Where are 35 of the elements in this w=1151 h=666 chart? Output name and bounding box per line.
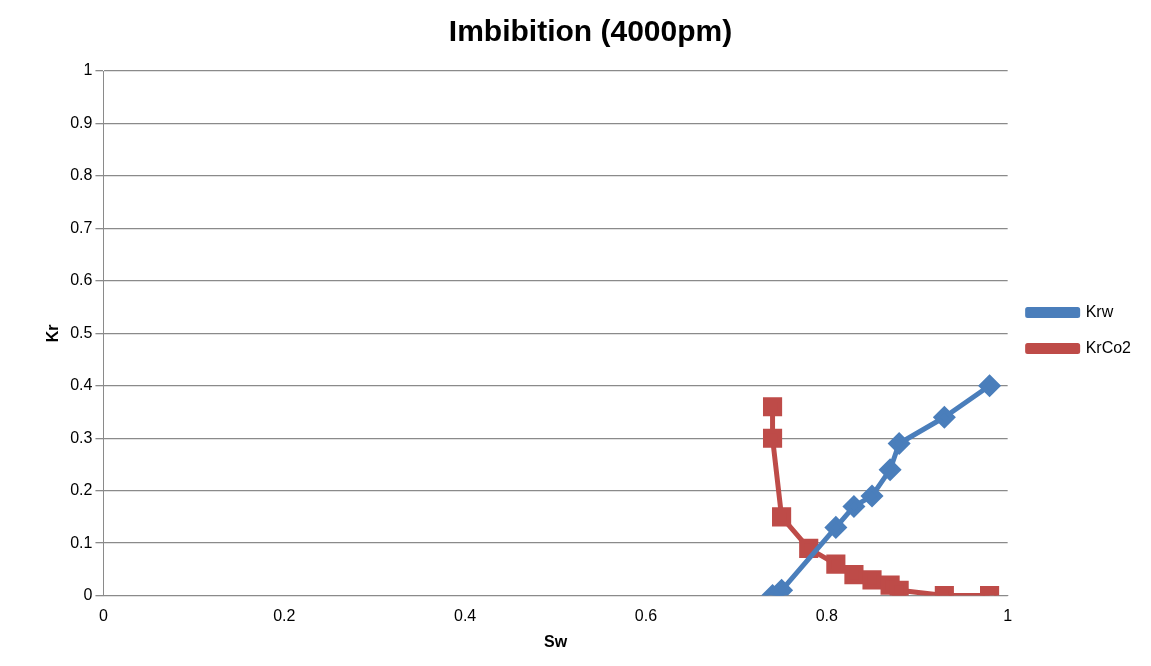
- point: [844, 565, 864, 585]
- point: [888, 432, 910, 454]
- y-tick-label: 0.1: [70, 533, 93, 551]
- y-tick-label: 0.5: [70, 323, 93, 341]
- point: [862, 570, 882, 590]
- point: [826, 554, 846, 574]
- point: [861, 485, 883, 507]
- y-tick-label: 0.6: [70, 271, 93, 289]
- y-tick-label: 0.8: [70, 166, 93, 184]
- legend-label: KrCo2: [1085, 338, 1132, 356]
- point: [825, 516, 847, 538]
- x-tick-label: 0.4: [454, 606, 477, 624]
- point: [762, 397, 783, 417]
- x-tick-label: 0.2: [273, 606, 296, 624]
- y-tick-label: 0.4: [70, 376, 93, 394]
- y-tick-label: 0: [83, 586, 93, 604]
- point: [772, 507, 792, 527]
- point: [979, 375, 1001, 397]
- point: [933, 406, 955, 428]
- y-tick-label: 0.2: [70, 481, 93, 499]
- y-axis-title: Kr: [44, 324, 62, 343]
- point: [762, 428, 783, 448]
- x-tick-label: 0.8: [815, 606, 839, 624]
- y-tick-label: 0.7: [70, 218, 93, 236]
- x-axis-title: Sw: [543, 632, 568, 650]
- point: [843, 495, 865, 517]
- x-tick-label: 0: [98, 606, 108, 624]
- point: [879, 459, 901, 481]
- x-tick-label: 0.6: [634, 606, 658, 624]
- y-tick-label: 0.9: [70, 113, 93, 131]
- x-tick-label: 1: [1003, 606, 1013, 624]
- y-tick-label: 1: [83, 61, 93, 79]
- chart-title: Imbibition (4000pm): [448, 14, 733, 48]
- y-tick-label: 0.3: [70, 428, 93, 446]
- legend-label: Krw: [1085, 302, 1114, 320]
